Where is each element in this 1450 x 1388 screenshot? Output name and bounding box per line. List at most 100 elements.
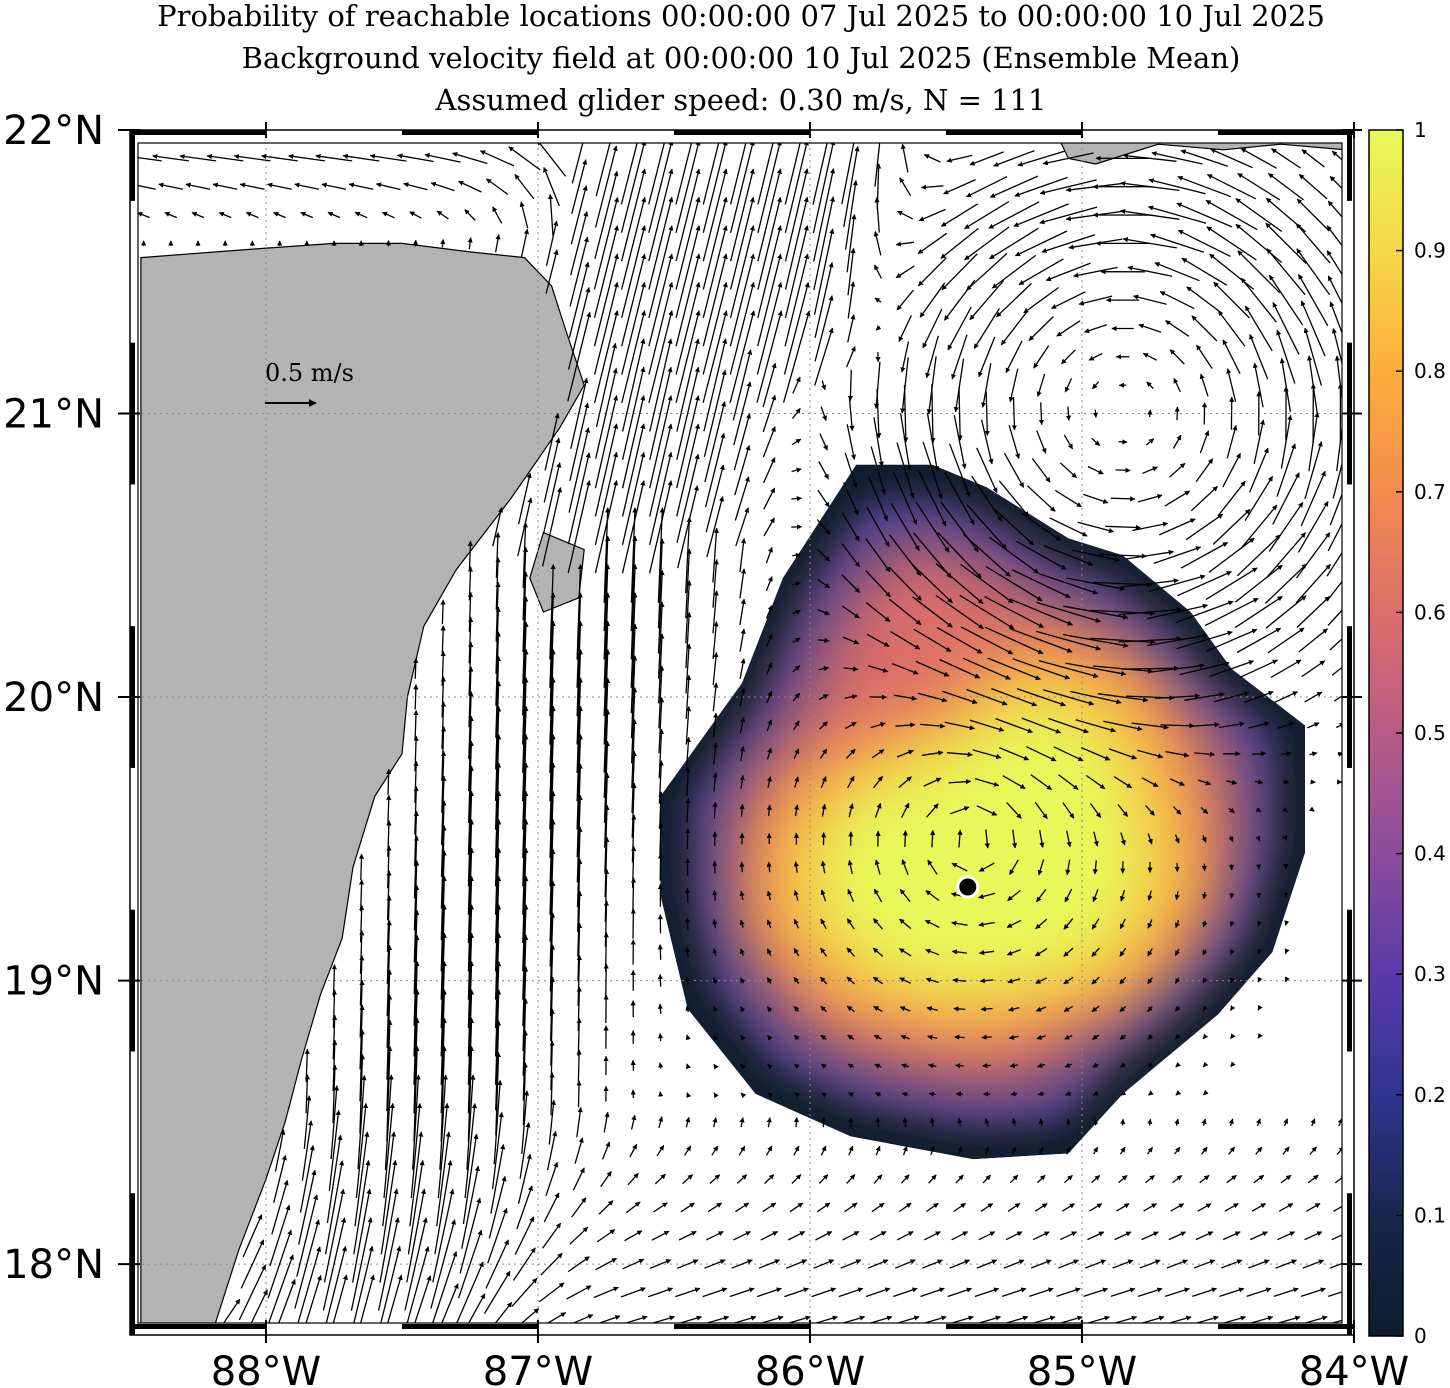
velocity-vector	[820, 1145, 827, 1156]
velocity-vector	[791, 467, 802, 473]
lon-tick-label: 86°W	[755, 1349, 865, 1388]
velocity-vector	[766, 1006, 773, 1012]
velocity-vector	[299, 1144, 315, 1213]
velocity-vector	[325, 1245, 347, 1323]
velocity-vector	[819, 721, 828, 730]
velocity-vector	[984, 1146, 990, 1155]
velocity-vector	[841, 512, 860, 542]
velocity-vector	[712, 918, 718, 929]
colorbar-tick-label: 0.2	[1414, 1083, 1446, 1107]
velocity-vector	[954, 1034, 965, 1040]
velocity-vector	[413, 760, 419, 803]
velocity-vector	[793, 748, 800, 759]
velocity-vector	[630, 877, 637, 914]
colorbar-tick-label: 0.6	[1414, 600, 1446, 624]
velocity-vector	[604, 836, 610, 898]
velocity-vector	[812, 143, 836, 234]
velocity-vector	[846, 947, 856, 957]
velocity-vector	[657, 538, 665, 629]
velocity-vector	[630, 1114, 637, 1130]
velocity-vector	[756, 1287, 782, 1298]
velocity-vector	[576, 563, 583, 660]
velocity-vector	[440, 1045, 447, 1142]
velocity-vector	[930, 829, 936, 848]
velocity-vector	[440, 825, 447, 909]
velocity-vector	[648, 281, 674, 375]
velocity-vector	[898, 315, 912, 342]
velocity-vector	[685, 1116, 691, 1128]
velocity-vector	[440, 238, 446, 248]
colorbar-tick-label: 0.9	[1414, 239, 1446, 263]
velocity-vector	[549, 848, 556, 942]
velocity-vector	[239, 182, 265, 190]
velocity-vector	[326, 1134, 343, 1224]
velocity-vector	[494, 989, 502, 1085]
velocity-vector	[495, 581, 501, 642]
velocity-vector	[467, 540, 473, 570]
velocity-vector	[712, 712, 719, 738]
velocity-vector	[734, 476, 750, 521]
velocity-vector	[511, 1277, 538, 1308]
velocity-vector	[757, 253, 783, 347]
velocity-vector	[620, 168, 647, 262]
velocity-vector	[895, 265, 915, 279]
velocity-vector	[729, 143, 747, 205]
velocity-vector	[522, 934, 529, 1026]
velocity-vector	[935, 563, 984, 605]
velocity-vector	[549, 677, 556, 773]
velocity-vector	[594, 395, 619, 489]
velocity-vector	[549, 976, 556, 1041]
velocity-vector	[941, 253, 978, 291]
velocity-vector	[546, 1312, 567, 1323]
velocity-vector	[467, 566, 474, 601]
velocity-vector	[549, 944, 556, 1017]
velocity-vector	[951, 1231, 969, 1241]
velocity-vector	[739, 919, 745, 928]
velocity-vector	[962, 657, 1011, 680]
velocity-vector	[890, 503, 920, 551]
velocity-vector	[793, 976, 800, 985]
velocity-vector	[704, 401, 727, 483]
velocity-vector	[603, 535, 611, 632]
velocity-vector	[603, 563, 611, 660]
velocity-vector	[494, 875, 502, 972]
velocity-vector	[380, 1159, 398, 1255]
velocity-vector	[494, 734, 502, 830]
velocity-vector	[865, 1287, 891, 1298]
velocity-vector	[522, 904, 529, 1000]
velocity-vector	[702, 310, 728, 404]
velocity-vector	[631, 782, 637, 838]
velocity-vector	[874, 802, 882, 818]
velocity-vector	[712, 1117, 718, 1128]
velocity-vector	[982, 1063, 991, 1069]
velocity-vector	[784, 168, 809, 262]
frame-band-top	[1218, 130, 1354, 135]
velocity-vector	[440, 599, 446, 625]
velocity-vectors	[138, 143, 1342, 1323]
velocity-vector	[543, 1192, 560, 1223]
velocity-vector	[917, 257, 947, 287]
velocity-vector	[595, 1257, 617, 1271]
velocity-vector	[922, 441, 943, 500]
velocity-vector	[522, 571, 529, 653]
velocity-vector	[712, 590, 719, 634]
velocity-vector	[375, 182, 401, 191]
velocity-vector	[516, 1185, 533, 1230]
velocity-vector	[577, 890, 583, 957]
velocity-vector	[386, 870, 392, 921]
velocity-vector	[649, 366, 673, 460]
velocity-vector	[650, 1315, 675, 1323]
velocity-vector	[570, 185, 588, 245]
velocity-vector	[782, 310, 811, 403]
velocity-vector	[440, 726, 447, 781]
velocity-vector	[930, 384, 936, 444]
velocity-vector	[736, 1174, 748, 1184]
velocity-vector	[545, 220, 559, 266]
velocity-vector	[685, 611, 692, 669]
velocity-vector	[953, 1006, 966, 1012]
velocity-vector	[410, 1102, 423, 1199]
velocity-vector	[331, 989, 338, 1028]
velocity-vector	[467, 765, 474, 855]
velocity-vector	[440, 989, 447, 1085]
velocity-vector	[520, 1308, 540, 1323]
